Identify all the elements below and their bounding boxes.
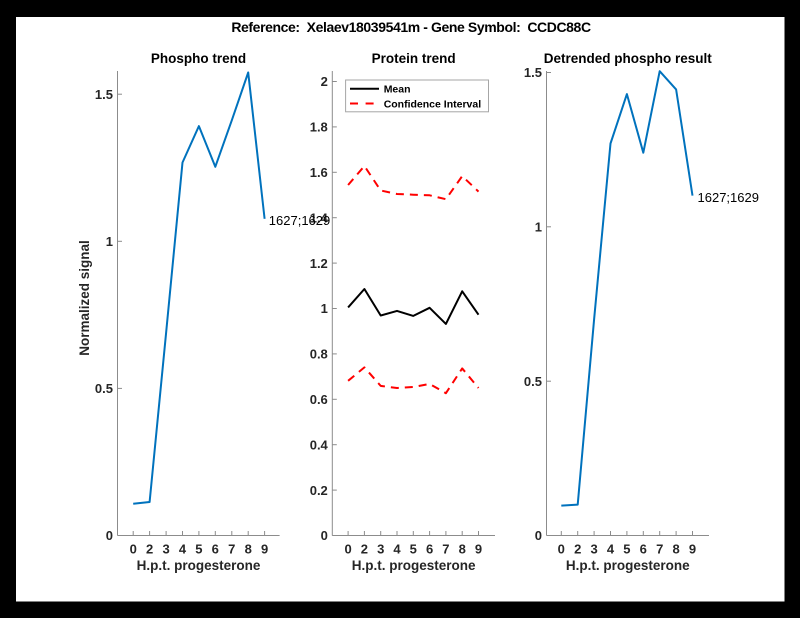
svg-text:6: 6 [212, 542, 219, 557]
svg-text:Mean: Mean [384, 83, 411, 95]
svg-text:8: 8 [245, 542, 252, 557]
svg-text:0.5: 0.5 [524, 374, 542, 389]
svg-text:3: 3 [590, 542, 597, 557]
svg-text:Reference: Xelaev18039541m -: Reference: Xelaev18039541m - Gene Symbol… [231, 19, 591, 35]
svg-text:1.6: 1.6 [310, 165, 328, 180]
svg-text:4: 4 [393, 542, 401, 557]
svg-text:2: 2 [574, 542, 581, 557]
svg-text:1.5: 1.5 [524, 65, 542, 80]
svg-text:7: 7 [228, 542, 235, 557]
svg-text:7: 7 [656, 542, 663, 557]
svg-text:1.5: 1.5 [95, 87, 113, 102]
svg-text:9: 9 [475, 542, 482, 557]
svg-text:2: 2 [361, 542, 368, 557]
svg-text:2: 2 [321, 74, 328, 89]
svg-text:Confidence Interval: Confidence Interval [384, 98, 482, 110]
svg-text:H.p.t. progesterone: H.p.t. progesterone [137, 558, 261, 573]
svg-text:0.8: 0.8 [310, 347, 328, 362]
svg-text:6: 6 [426, 542, 433, 557]
svg-text:0.6: 0.6 [310, 392, 328, 407]
svg-text:Phospho trend: Phospho trend [151, 51, 246, 66]
svg-text:0.4: 0.4 [310, 437, 329, 452]
svg-text:1.2: 1.2 [310, 256, 328, 271]
svg-text:1: 1 [106, 234, 113, 249]
svg-text:0.5: 0.5 [95, 381, 113, 396]
svg-text:1: 1 [321, 301, 328, 316]
svg-text:5: 5 [623, 542, 630, 557]
svg-text:0: 0 [321, 528, 328, 543]
svg-text:0: 0 [130, 542, 137, 557]
svg-text:1.4: 1.4 [310, 210, 329, 225]
svg-text:Normalized signal: Normalized signal [77, 240, 92, 356]
svg-text:0: 0 [106, 528, 113, 543]
svg-text:6: 6 [640, 542, 647, 557]
svg-text:1.8: 1.8 [310, 120, 328, 135]
svg-text:H.p.t. progesterone: H.p.t. progesterone [352, 558, 476, 573]
svg-text:1627;1629: 1627;1629 [269, 213, 330, 228]
svg-text:0.2: 0.2 [310, 483, 328, 498]
svg-text:4: 4 [179, 542, 187, 557]
svg-text:3: 3 [377, 542, 384, 557]
svg-text:2: 2 [146, 542, 153, 557]
svg-text:0: 0 [535, 528, 542, 543]
svg-text:Protein trend: Protein trend [372, 51, 456, 66]
svg-text:H.p.t. progesterone: H.p.t. progesterone [566, 558, 690, 573]
svg-text:1: 1 [535, 220, 542, 235]
svg-text:8: 8 [672, 542, 679, 557]
svg-text:9: 9 [261, 542, 268, 557]
svg-text:3: 3 [162, 542, 169, 557]
svg-text:0: 0 [344, 542, 351, 557]
svg-text:5: 5 [410, 542, 417, 557]
svg-text:9: 9 [689, 542, 696, 557]
svg-text:8: 8 [459, 542, 466, 557]
svg-text:Detrended phospho result: Detrended phospho result [544, 51, 713, 66]
svg-text:5: 5 [195, 542, 202, 557]
svg-text:0: 0 [558, 542, 565, 557]
svg-text:4: 4 [607, 542, 615, 557]
svg-text:1627;1629: 1627;1629 [698, 190, 759, 205]
svg-text:7: 7 [442, 542, 449, 557]
